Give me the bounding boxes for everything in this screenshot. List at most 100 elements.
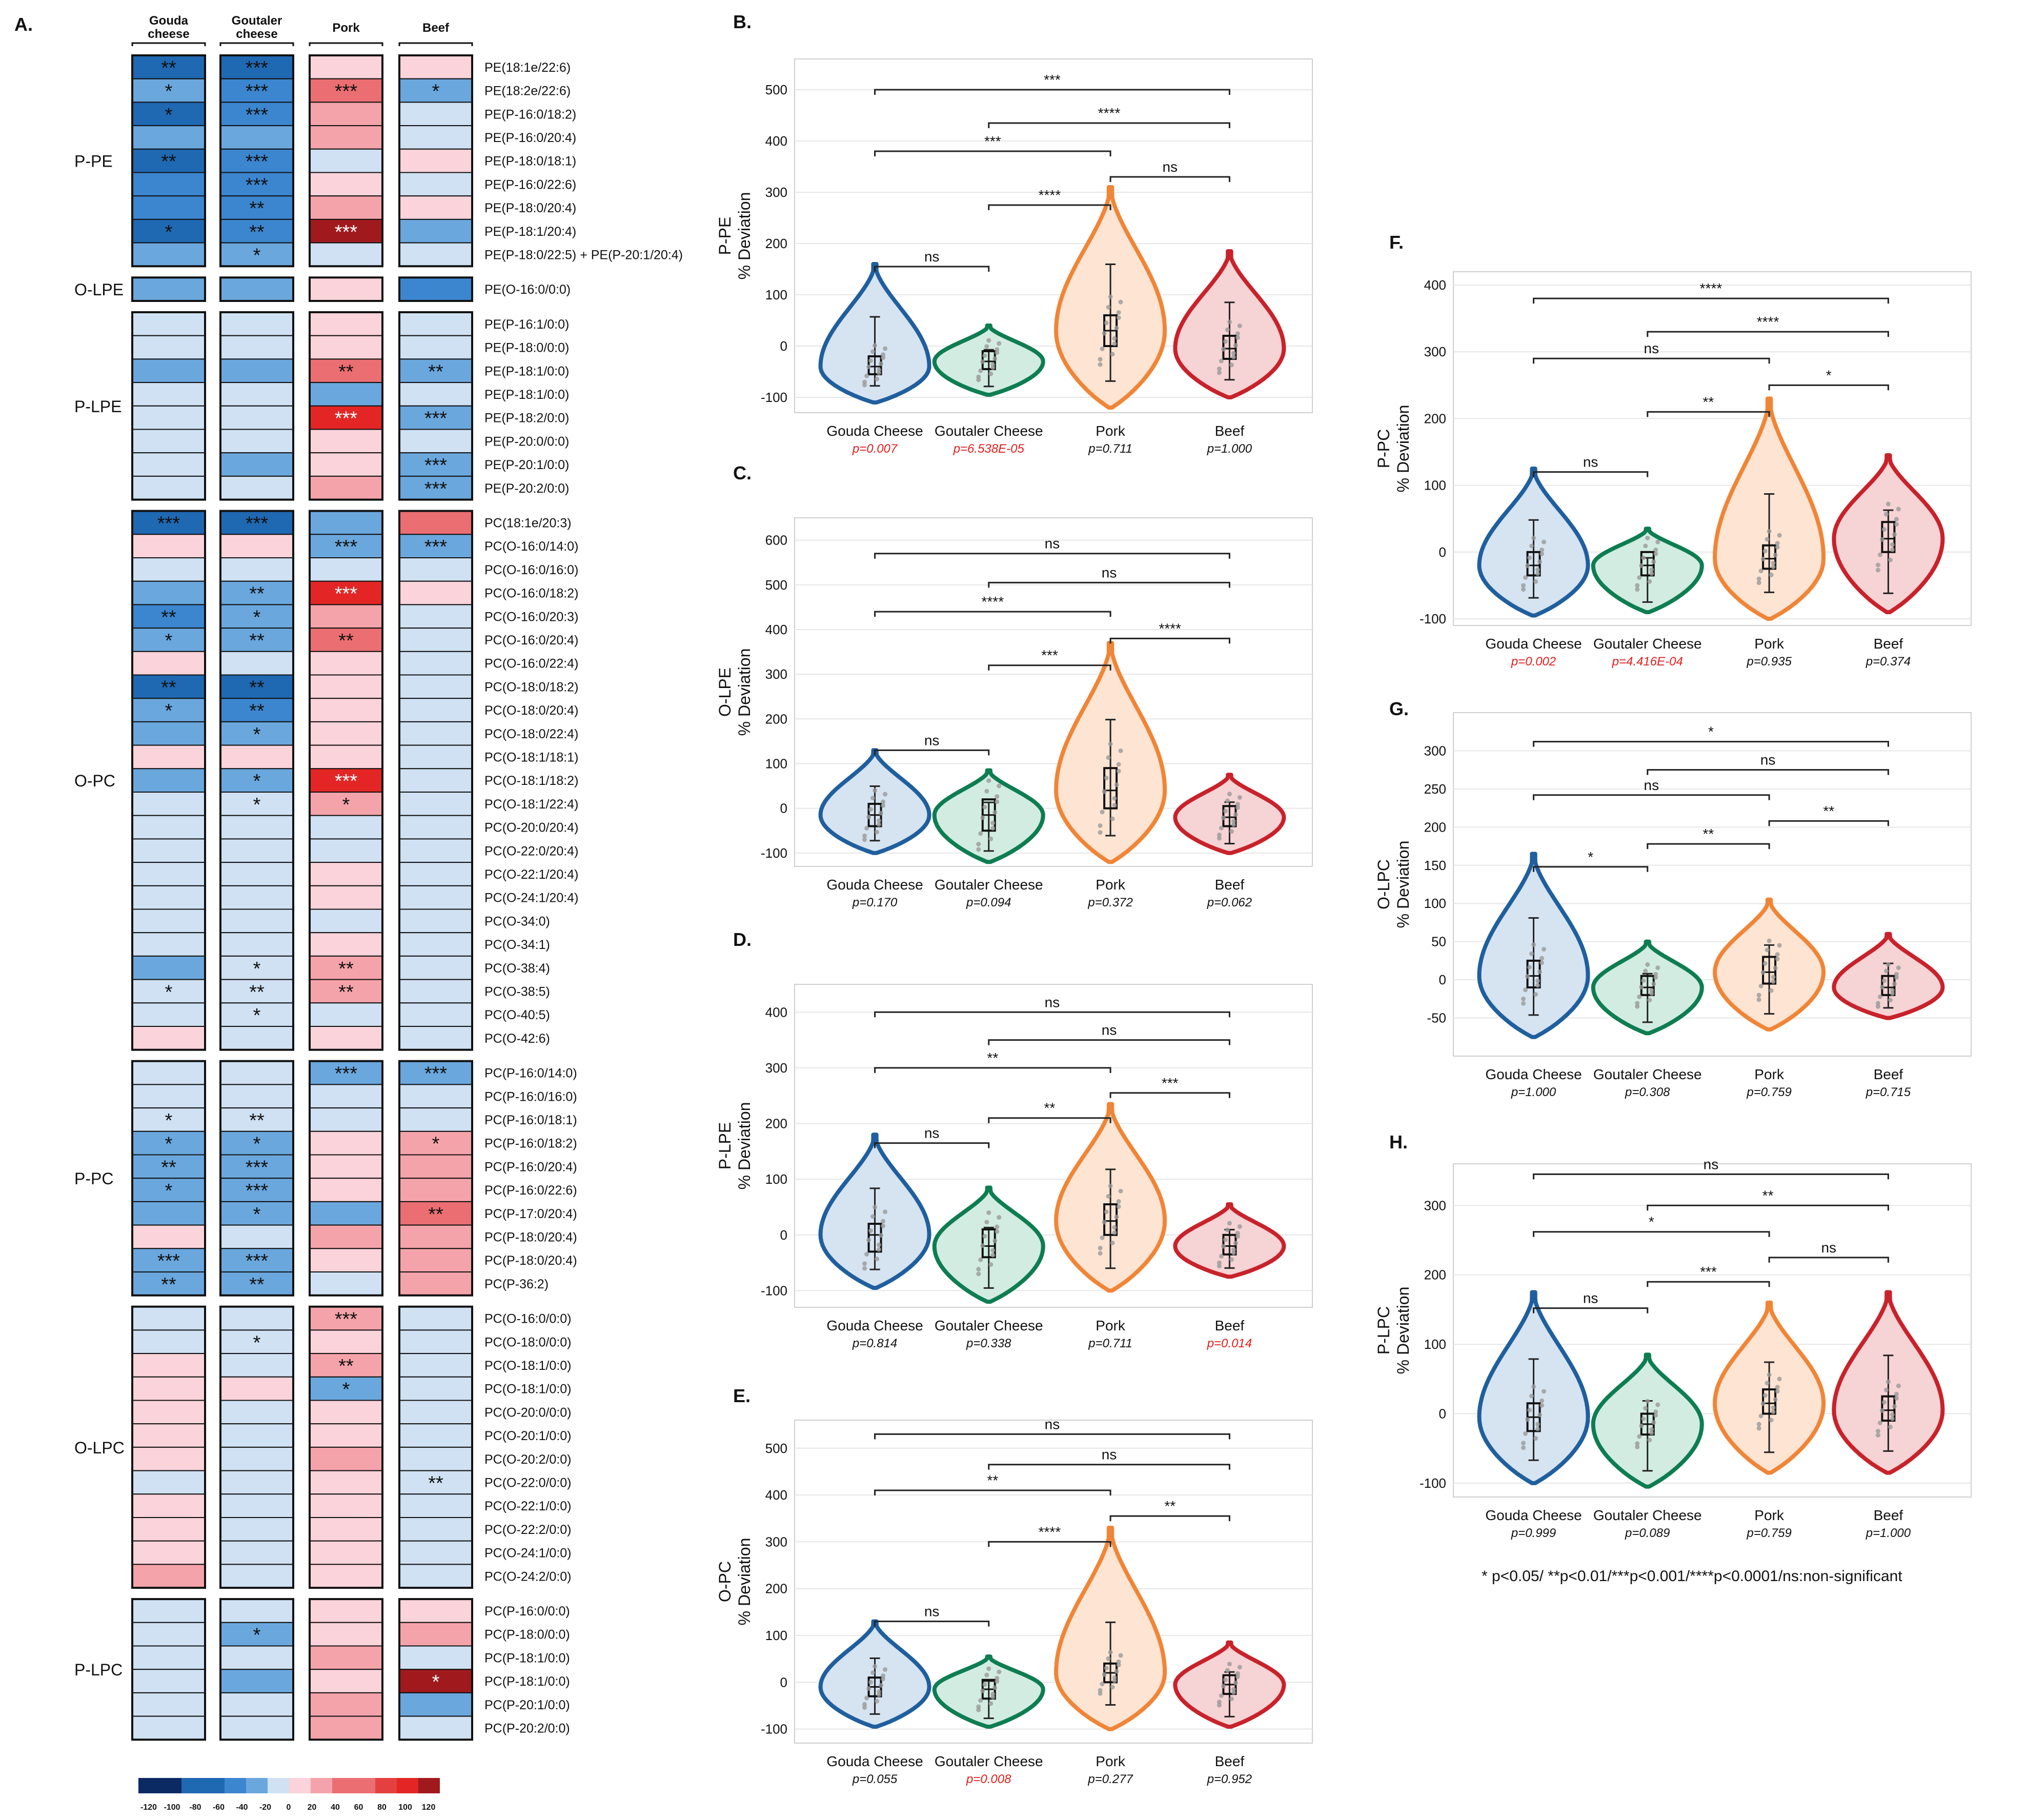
heatmap-cell (220, 1669, 294, 1693)
row-label: PC(P-16:0/20:4) (484, 1160, 577, 1174)
x-category-label: Goutaler Cheese (1593, 636, 1702, 652)
data-point (982, 1233, 987, 1239)
heatmap-cell (220, 1353, 294, 1378)
heatmap-stars: *** (246, 151, 269, 173)
heatmap-stars: *** (246, 81, 269, 103)
y-tick-label: -100 (1420, 1475, 1446, 1491)
data-point (982, 804, 987, 810)
heatmap-stars: ** (161, 1274, 176, 1296)
heatmap-cell (132, 651, 206, 676)
data-point (1890, 1412, 1895, 1417)
data-point (1527, 1408, 1532, 1413)
heatmap-cell (309, 1002, 383, 1027)
heatmap-cell (132, 1178, 206, 1202)
colorbar-tick: 0 (287, 1803, 291, 1812)
data-point (1649, 991, 1654, 996)
heatmap-stars: * (165, 1110, 173, 1131)
x-category-label: Pork (1754, 1507, 1785, 1523)
significance-bracket (874, 1621, 990, 1627)
heatmap-stars: * (253, 958, 261, 980)
data-point (1237, 323, 1242, 329)
data-point (1645, 1399, 1650, 1404)
data-point (877, 822, 882, 827)
data-point (986, 1666, 991, 1671)
heatmap-cell (399, 1353, 473, 1378)
significance-label: ns (1644, 340, 1659, 356)
heatmap-stars: * (432, 1134, 440, 1155)
data-point (1886, 962, 1891, 967)
group-outline (398, 510, 473, 1051)
group-outline (309, 276, 383, 302)
heatmap-cell (309, 1470, 383, 1495)
row-label: PC(P-16:0/16:0) (484, 1089, 577, 1104)
row-label: PC(O-22:2/0:0) (484, 1523, 572, 1537)
heatmap-cell (132, 580, 206, 605)
heatmap-cell (309, 698, 383, 722)
heatmap-stars: * (165, 104, 173, 126)
data-point (1237, 1224, 1242, 1229)
p-value-label: p=0.338 (966, 1337, 1011, 1350)
heatmap-cell (399, 277, 473, 301)
row-label: PC(P-18:0/0:0) (484, 1628, 570, 1642)
x-category-label: Pork (1096, 423, 1126, 439)
data-point (1229, 829, 1234, 834)
data-point (1896, 965, 1901, 970)
heatmap-cell (220, 534, 294, 559)
colorbar-tick: 80 (377, 1803, 387, 1812)
significance-bracket (1533, 741, 1889, 747)
data-point (1771, 564, 1776, 570)
x-category-label: Gouda Cheese (1485, 1507, 1582, 1523)
data-point (1102, 1672, 1107, 1677)
group-outline (131, 1598, 206, 1741)
data-point (1217, 1700, 1222, 1705)
significance-bracket (1768, 1257, 1889, 1263)
column-header-1: Goutaler (232, 14, 282, 28)
y-tick-label: 400 (765, 1004, 787, 1020)
data-point (862, 833, 867, 838)
p-value-label: p=0.935 (1746, 655, 1792, 669)
significance-label: ns (1045, 536, 1060, 552)
group-outline (398, 1060, 473, 1297)
data-point (881, 1673, 886, 1679)
data-point (1890, 991, 1895, 996)
heatmap-cell (399, 1493, 473, 1519)
data-point (1521, 1441, 1526, 1446)
colorbar-segment (418, 1778, 440, 1793)
heatmap-cell (220, 1599, 294, 1623)
data-point (1635, 1441, 1640, 1446)
significance-bracket (1109, 637, 1230, 644)
heatmap-cell (132, 932, 206, 957)
significance-label: ns (1760, 752, 1776, 768)
data-point (1894, 975, 1899, 980)
data-point (1235, 335, 1240, 340)
heatmap-cell (309, 604, 383, 629)
column-header-2: Pork (332, 21, 360, 35)
data-point (1523, 575, 1528, 580)
heatmap-cell (399, 792, 473, 816)
heatmap-stars: *** (424, 408, 448, 430)
significance-label: ns (924, 1604, 940, 1620)
data-point (1875, 1432, 1880, 1438)
heatmap-cell (399, 1329, 473, 1354)
data-point (1233, 812, 1238, 817)
data-point (866, 814, 871, 819)
column-bracket (131, 42, 206, 46)
data-point (1892, 981, 1897, 986)
data-point (1875, 562, 1880, 568)
data-point (1235, 1674, 1240, 1679)
row-label: PC(O-22:0/20:4) (484, 844, 578, 858)
group-outline (398, 311, 473, 501)
data-point (990, 826, 996, 831)
data-point (1775, 1385, 1780, 1390)
data-point (1116, 1663, 1121, 1668)
data-point (986, 1210, 991, 1215)
data-point (1775, 952, 1780, 957)
data-point (976, 847, 981, 852)
heatmap-stars: * (165, 1180, 173, 1202)
group-outline (131, 510, 206, 1051)
heatmap-cell (309, 1540, 383, 1565)
data-point (1100, 1682, 1105, 1687)
row-label: PC(O-18:1/22:4) (484, 797, 578, 812)
row-label: PC(O-16:0/20:4) (484, 633, 578, 648)
data-point (1653, 548, 1658, 553)
